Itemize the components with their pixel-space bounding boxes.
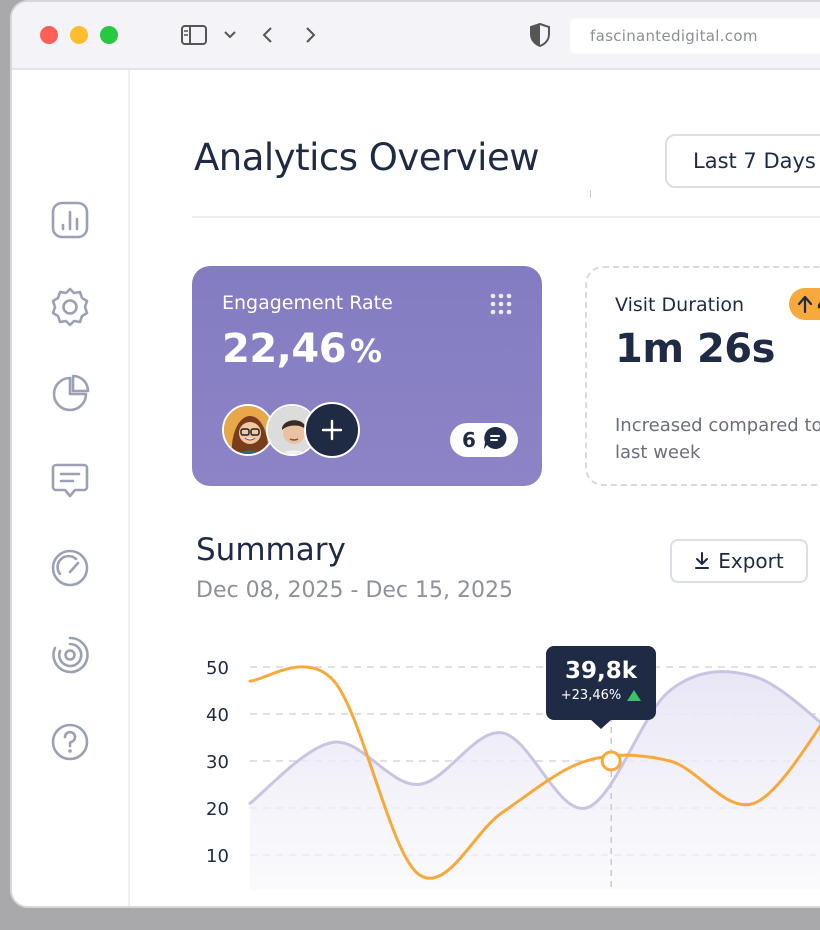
main-content: Analytics Overview Last 7 Days Engagemen… [130,70,820,906]
visit-duration-label: Visit Duration [615,294,745,316]
maximize-window-button[interactable] [100,26,118,44]
date-range-dropdown[interactable]: Last 7 Days [665,134,820,188]
y-tick-label: 40 [206,705,229,726]
comments-badge[interactable]: 6 [450,423,518,457]
summary-line-chart[interactable]: 50 40 30 20 10 [130,70,820,908]
summary-date-range: Dec 08, 2025 - Dec 15, 2025 [196,578,513,603]
visit-duration-card[interactable]: Visit Duration 1m 26s 4 Increased compar… [585,266,820,486]
sidebar [12,70,130,906]
header-tick [590,190,591,198]
tooltip-pointer [590,719,612,729]
gauge-icon[interactable] [48,546,92,590]
trend-badge: 4 [789,288,820,320]
avatar[interactable] [222,404,274,456]
pie-chart-icon[interactable] [48,372,92,416]
browser-window: fascinantedigital.com Analytics Overview… [10,0,820,908]
y-tick-label: 10 [206,846,229,867]
more-options-icon[interactable] [490,293,512,319]
series-area [250,671,820,890]
engagement-rate-label: Engagement Rate [222,292,393,314]
visit-duration-description: Increased compared to last week [615,415,820,463]
minimize-window-button[interactable] [70,26,88,44]
export-label: Export [718,549,784,573]
tooltip-change-text: +23,46% [560,688,622,703]
bar-chart-icon[interactable] [48,198,92,242]
highlight-point[interactable] [600,750,622,772]
close-window-button[interactable] [40,26,58,44]
address-bar[interactable]: fascinantedigital.com [570,18,820,54]
export-button[interactable]: Export [670,539,808,583]
download-icon [694,552,710,570]
target-icon[interactable] [48,633,92,677]
y-tick-label: 30 [206,752,229,773]
help-icon[interactable] [48,720,92,764]
chevron-down-icon[interactable] [222,20,238,50]
comment-count: 6 [462,428,476,452]
trend-badge-value: 4 [817,292,820,316]
chat-bubble-icon [482,425,508,455]
shield-icon[interactable] [528,20,552,50]
engagement-rate-unit: % [350,332,382,370]
engagement-rate-card[interactable]: Engagement Rate 22,46% 6 [192,266,542,486]
tooltip-change: +23,46% [546,688,656,703]
header-divider [192,216,820,218]
add-member-button[interactable] [304,402,360,458]
triangle-up-icon [627,690,642,701]
back-arrow-icon[interactable] [256,20,278,50]
summary-title: Summary [196,532,346,568]
visit-duration-value: 1m 26s [615,326,775,372]
page-title: Analytics Overview [194,136,539,179]
browser-titlebar: fascinantedigital.com [12,2,820,70]
engagement-rate-value: 22,46% [222,326,382,372]
arrow-up-icon [797,295,813,313]
gear-icon[interactable] [48,285,92,329]
chart-tooltip: 39,8k +23,46% [546,646,656,729]
series-line [248,665,820,880]
forward-arrow-icon[interactable] [300,20,322,50]
y-tick-label: 20 [206,799,229,820]
sidebar-toggle-icon[interactable] [178,20,210,50]
tooltip-value: 39,8k [564,658,638,684]
engagement-rate-number: 22,46 [222,326,347,372]
message-icon[interactable] [48,459,92,503]
y-tick-label: 50 [206,658,229,679]
